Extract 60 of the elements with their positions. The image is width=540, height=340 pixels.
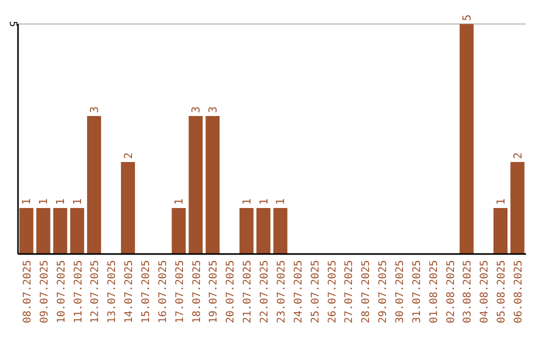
bar bbox=[493, 208, 508, 254]
x-tick-label: 20.07.2025 bbox=[224, 260, 237, 324]
x-tick-label: 19.07.2025 bbox=[208, 260, 220, 324]
bar bbox=[206, 116, 220, 254]
bar bbox=[172, 208, 186, 254]
bar bbox=[188, 116, 203, 254]
data-label: 2 bbox=[511, 152, 524, 159]
x-tick-label: 17.07.2025 bbox=[174, 260, 186, 324]
x-tick-label: 18.07.2025 bbox=[190, 260, 203, 324]
bar bbox=[273, 208, 288, 254]
data-label: 3 bbox=[88, 106, 101, 113]
bar bbox=[510, 162, 524, 254]
x-tick-label: 12.07.2025 bbox=[89, 260, 102, 324]
x-tick-label: 05.08.2025 bbox=[496, 260, 508, 324]
x-tick-label: 13.07.2025 bbox=[106, 260, 118, 324]
x-tick-label: 16.07.2025 bbox=[156, 260, 169, 324]
bar bbox=[239, 208, 254, 254]
data-label: 3 bbox=[190, 106, 203, 113]
x-tick-label: 06.08.2025 bbox=[512, 260, 525, 324]
x-tick-label: 31.07.2025 bbox=[410, 260, 423, 324]
x-tick-label: 28.07.2025 bbox=[360, 260, 372, 324]
data-label: 3 bbox=[206, 106, 220, 113]
x-tick-label: 02.08.2025 bbox=[444, 260, 457, 324]
x-tick-label: 04.08.2025 bbox=[478, 260, 491, 324]
bar bbox=[120, 162, 135, 254]
x-tick-label: 25.07.2025 bbox=[309, 260, 322, 324]
bar bbox=[87, 116, 102, 254]
data-label: 1 bbox=[172, 198, 186, 205]
x-tick-label: 27.07.2025 bbox=[343, 260, 356, 324]
data-label: 1 bbox=[240, 198, 254, 205]
x-tick-label: 11.07.2025 bbox=[72, 260, 84, 324]
x-tick-label: 01.08.2025 bbox=[428, 260, 440, 324]
x-tick-label: 15.07.2025 bbox=[140, 260, 152, 324]
x-tick-label: 09.07.2025 bbox=[38, 260, 50, 324]
x-tick-label: 03.08.2025 bbox=[462, 260, 474, 324]
data-label: 1 bbox=[494, 198, 508, 205]
data-label: 1 bbox=[257, 198, 270, 205]
x-tick-label: 22.07.2025 bbox=[258, 260, 271, 324]
x-tick-label: 29.07.2025 bbox=[377, 260, 390, 324]
x-tick-label: 08.07.2025 bbox=[21, 260, 34, 324]
x-tick-label: 23.07.2025 bbox=[275, 260, 288, 324]
data-label: 1 bbox=[37, 198, 50, 205]
x-tick-label: 24.07.2025 bbox=[292, 260, 304, 324]
bar bbox=[19, 208, 34, 254]
data-label: 1 bbox=[71, 198, 84, 205]
data-label: 2 bbox=[122, 152, 135, 159]
x-tick-label: 21.07.2025 bbox=[242, 260, 254, 324]
bar bbox=[256, 208, 270, 254]
data-label: 1 bbox=[274, 198, 288, 205]
data-label: 1 bbox=[54, 198, 68, 205]
x-tick-label: 26.07.2025 bbox=[326, 260, 338, 324]
x-tick-label: 10.07.2025 bbox=[55, 260, 68, 324]
data-label: 5 bbox=[460, 14, 474, 21]
x-tick-label: 30.07.2025 bbox=[394, 260, 406, 324]
bar bbox=[53, 208, 68, 254]
x-tick-label: 14.07.2025 bbox=[123, 260, 136, 324]
bar bbox=[70, 208, 84, 254]
data-label: 1 bbox=[20, 198, 34, 205]
bar bbox=[36, 208, 50, 254]
bar bbox=[460, 24, 474, 254]
